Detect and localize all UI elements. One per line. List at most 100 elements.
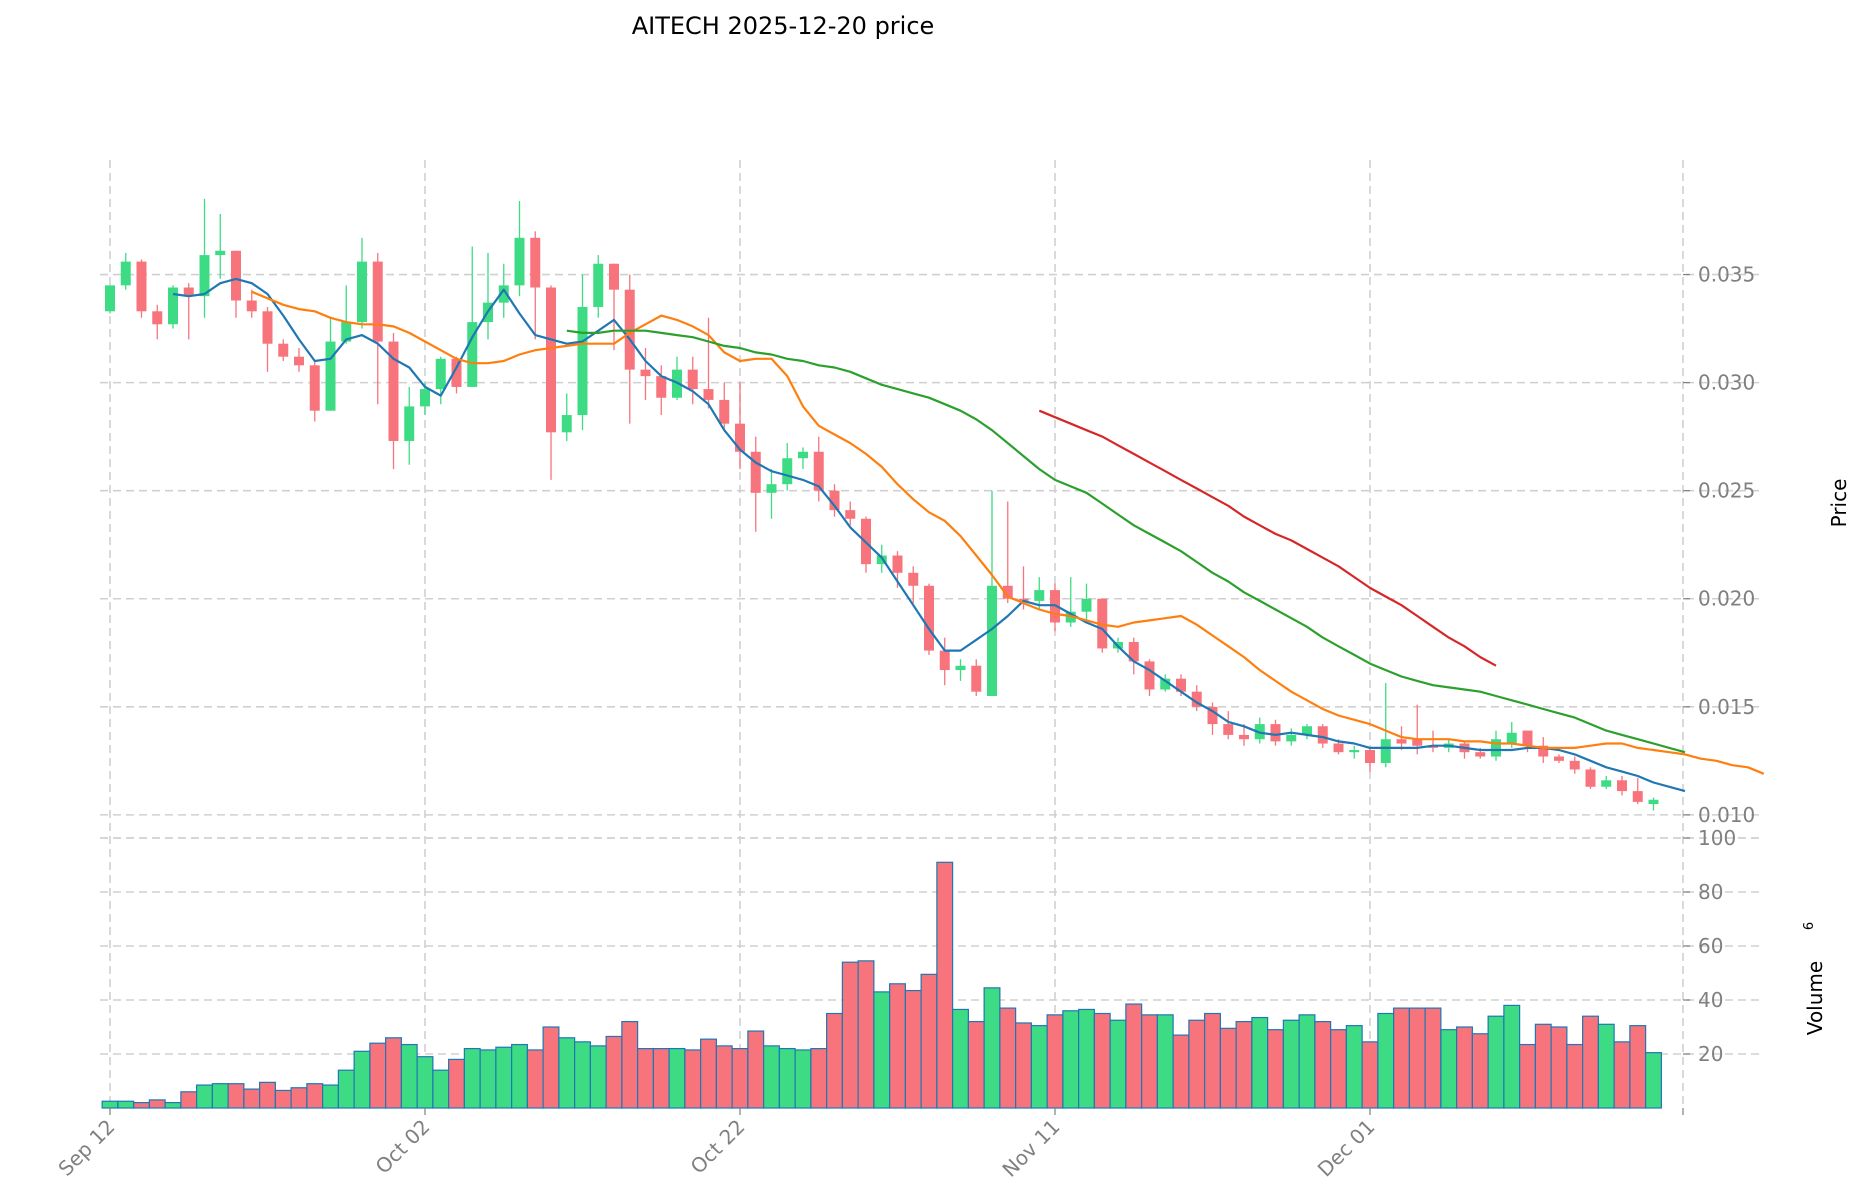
- candle-body: [1569, 760, 1580, 770]
- volume-bar: [133, 1101, 150, 1109]
- volume-bar: [337, 1069, 355, 1109]
- volume-bar: [463, 1047, 481, 1109]
- volume-axis-label: Volume: [1803, 961, 1827, 1035]
- candle-body: [735, 423, 745, 452]
- volume-bar: [1093, 1012, 1111, 1109]
- volume-bar: [353, 1050, 371, 1109]
- volume-bar: [1487, 1015, 1505, 1109]
- volume-bar: [1503, 1004, 1521, 1109]
- volume-bar: [1125, 1003, 1143, 1109]
- volume-bar: [1141, 1014, 1158, 1109]
- candle-body: [1412, 739, 1423, 746]
- volume-bar: [148, 1099, 166, 1109]
- candle-body: [971, 665, 982, 692]
- candle-body: [1034, 590, 1045, 601]
- volume-bar: [1550, 1026, 1568, 1109]
- volume-bar: [180, 1091, 198, 1109]
- candle-body: [1538, 745, 1549, 757]
- date-tick-label: Nov 11: [997, 1115, 1064, 1182]
- volume-bar: [668, 1047, 686, 1109]
- candle-body: [1632, 791, 1643, 802]
- volume-bar: [1613, 1041, 1631, 1109]
- price-tick-label: 0.010: [1698, 803, 1755, 827]
- volume-bar: [826, 1012, 843, 1109]
- volume-bar: [1471, 1033, 1489, 1109]
- volume-tick-label: 20: [1698, 1042, 1723, 1066]
- candle-body: [546, 287, 556, 433]
- candle-body: [687, 369, 698, 390]
- volume-tick-label: 60: [1698, 934, 1723, 958]
- candle-body: [924, 585, 934, 651]
- candle-body: [231, 250, 241, 301]
- volume-bar: [889, 983, 906, 1109]
- date-axis-ticks: Sep 12 Oct 02 Oct 22 Nov 11 Dec 01: [53, 1108, 1684, 1182]
- volume-bar: [416, 1056, 434, 1109]
- volume-bar: [589, 1045, 607, 1109]
- candle-body: [1128, 641, 1139, 662]
- volume-bar: [574, 1041, 591, 1109]
- volume-bar: [101, 1100, 119, 1109]
- volume-axis-ticks: 20 40 60 80 100: [1683, 826, 1736, 1066]
- volume-tick-label: 80: [1698, 880, 1723, 904]
- volume-axis-exponent-label: 6: [1802, 922, 1817, 930]
- volume-bar: [936, 861, 954, 1109]
- volume-bar: [1109, 1019, 1127, 1109]
- volume-bar: [1534, 1023, 1552, 1109]
- candle-body: [798, 451, 808, 459]
- volume-bar: [1629, 1025, 1647, 1109]
- volume-bar: [1582, 1015, 1599, 1109]
- volume-bar: [1267, 1029, 1284, 1109]
- candle-body: [168, 287, 178, 325]
- volume-bar: [873, 991, 891, 1109]
- volume-bar: [778, 1047, 796, 1109]
- volume-bar: [652, 1047, 670, 1109]
- volume-bar: [967, 1020, 985, 1109]
- candle-body: [703, 389, 714, 400]
- candle-body: [782, 458, 793, 485]
- candle-body: [955, 665, 966, 671]
- volume-bar: [1424, 1007, 1442, 1109]
- volume-bar: [306, 1083, 324, 1109]
- candle-body: [1617, 780, 1627, 792]
- volume-bar: [385, 1037, 402, 1109]
- candle-body: [829, 490, 840, 511]
- volume-bar: [1204, 1012, 1221, 1109]
- candle-body: [1554, 756, 1564, 761]
- price-tick-label: 0.025: [1698, 479, 1755, 503]
- volume-bar: [841, 961, 859, 1109]
- volume-bar: [432, 1069, 450, 1109]
- candle-body: [908, 572, 919, 586]
- candle-body: [1380, 739, 1391, 763]
- volume-tick-label: 100: [1698, 826, 1736, 850]
- volume-bar: [227, 1083, 245, 1109]
- candle-body: [372, 261, 383, 342]
- volume-bar: [211, 1083, 229, 1109]
- volume-bar: [117, 1100, 135, 1109]
- candle-body: [294, 356, 304, 366]
- volume-tick-label: 40: [1698, 988, 1723, 1012]
- candle-body: [530, 237, 541, 288]
- candle-body: [939, 650, 950, 671]
- volume-bar: [1314, 1020, 1332, 1109]
- volume-bar: [605, 1035, 623, 1109]
- volume-bar: [1330, 1029, 1347, 1109]
- moving-average-ma60: [1038, 409, 1497, 667]
- candle-body: [1302, 726, 1312, 735]
- volume-bar: [196, 1084, 213, 1109]
- volume-bar: [259, 1081, 276, 1109]
- volume-bar: [794, 1049, 812, 1109]
- volume-bar: [322, 1084, 339, 1109]
- candle-body: [876, 555, 887, 565]
- volume-bar: [731, 1047, 749, 1109]
- candle-body: [1286, 734, 1297, 742]
- volume-bar: [983, 987, 1001, 1109]
- price-tick-label: 0.015: [1698, 695, 1755, 719]
- candle-body: [1239, 734, 1249, 740]
- candle-body: [451, 358, 462, 387]
- volume-bar: [369, 1042, 387, 1109]
- volume-bar: [1408, 1007, 1426, 1109]
- candle-body: [1270, 724, 1281, 742]
- volume-bar: [621, 1020, 639, 1109]
- volume-bar: [763, 1045, 780, 1109]
- candle-body: [152, 311, 163, 325]
